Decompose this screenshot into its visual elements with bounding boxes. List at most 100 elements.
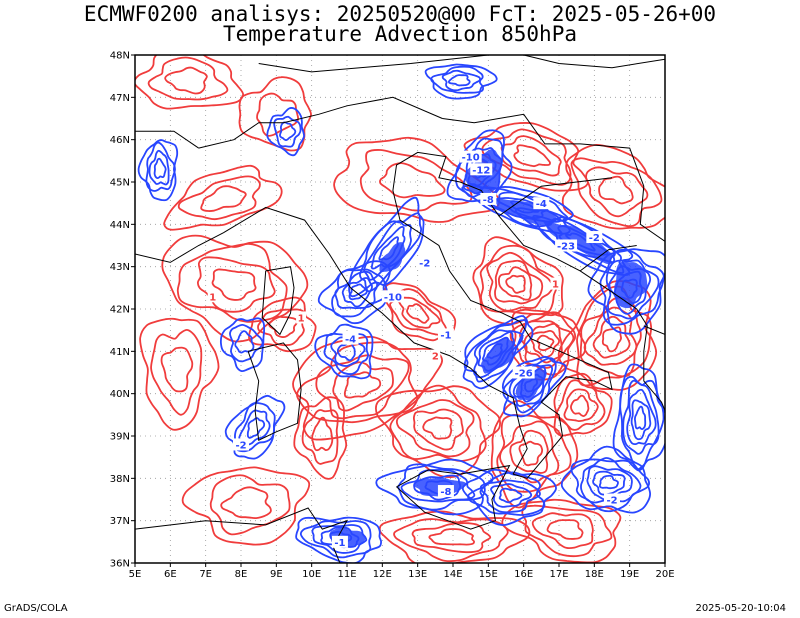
contour-label: -10 [384, 292, 402, 303]
contour-line [177, 175, 261, 221]
coastline [135, 232, 224, 263]
contour-label-bg [459, 150, 482, 163]
contour-line [181, 466, 311, 546]
contour-line [211, 268, 257, 301]
contour-line [633, 405, 647, 431]
contour-line [333, 136, 501, 223]
contour-line [378, 236, 400, 261]
contour-line [626, 388, 657, 446]
contour-label: 1 [209, 292, 216, 303]
contour-line [379, 162, 446, 199]
warm-advection-contours [135, 55, 665, 563]
contour-line [479, 244, 558, 316]
lon-label: 9E [270, 569, 283, 580]
contour-line [422, 416, 453, 440]
contour-line [311, 524, 368, 554]
contour-line [601, 326, 622, 353]
lon-label: 8E [235, 569, 248, 580]
contour-line [531, 512, 594, 550]
chart-title-line-2: Temperature Advection 850hPa [222, 22, 577, 46]
contour-line [336, 341, 356, 362]
lat-label: 37N [110, 516, 130, 527]
contour-line [430, 65, 484, 94]
lat-label: 38N [110, 474, 130, 485]
contour-label-bg [207, 290, 218, 303]
contour-label: -1 [440, 330, 451, 341]
contour-line [498, 487, 523, 504]
contour-line [523, 322, 563, 364]
contour-line [359, 149, 473, 212]
contour-line [518, 440, 544, 467]
contour-line [502, 357, 557, 414]
contour-line [556, 379, 606, 431]
contour-line [137, 139, 179, 202]
contour-line [447, 74, 471, 87]
contour-label-bg [437, 485, 454, 498]
footer-timestamp: 2025-05-20-10:04 [695, 603, 786, 614]
contour-line [296, 341, 419, 424]
contour-label-bg [233, 438, 249, 451]
lat-label: 39N [110, 432, 130, 443]
lon-label: 10E [302, 569, 321, 580]
lat-label: 42N [110, 305, 130, 316]
contour-line [400, 468, 476, 503]
contour-line [630, 399, 652, 441]
lat-label: 43N [110, 262, 130, 273]
contour-label: -8 [483, 195, 494, 206]
contour-line [481, 128, 572, 186]
contour-line [412, 408, 464, 451]
contour-label: -2 [606, 496, 617, 507]
contour-line [619, 375, 665, 472]
contour-label-bg [604, 493, 620, 506]
coastline [643, 325, 665, 335]
contour-line [486, 251, 554, 312]
contour-line [295, 516, 383, 563]
contour-line [311, 416, 334, 452]
coastline [392, 151, 665, 479]
contour-line [139, 317, 220, 431]
footer-credit: GrADS/COLA [4, 603, 68, 614]
contour-line [613, 270, 643, 305]
contour-line [514, 207, 634, 277]
contour-line [462, 315, 534, 390]
contour-label-bg [331, 535, 348, 548]
contour-line [378, 510, 531, 563]
coastline [396, 464, 511, 530]
contour-line [266, 107, 305, 157]
lat-label: 47N [110, 93, 130, 104]
lon-label: 17E [549, 569, 568, 580]
contour-label: -4 [536, 199, 547, 210]
coastline [579, 245, 637, 272]
contour-line [330, 336, 366, 367]
contour-line [579, 296, 642, 378]
contour-line [467, 471, 546, 516]
contour-line [147, 56, 229, 101]
contour-label-bg [430, 349, 441, 362]
contour-line [424, 63, 498, 100]
contour-line [256, 92, 300, 137]
contour-line [592, 315, 631, 359]
contour-line [477, 331, 515, 372]
contour-line [428, 528, 476, 546]
contour-line [510, 308, 587, 381]
contour-label-bg [416, 256, 433, 269]
contour-line [246, 417, 266, 439]
contour-line [563, 388, 599, 423]
contour-line [234, 401, 276, 453]
contour-line [513, 144, 551, 168]
longitude-tick-labels: 5E 6E 7E 8E 9E 10E 11E 12E 13E 14E 15E 16E 17E 18E 19E… [129, 563, 675, 580]
contour-line [314, 323, 374, 380]
contour-line [341, 277, 373, 308]
contour-label-bg [296, 311, 307, 324]
contour-line [200, 185, 247, 212]
contour-label: -26 [515, 369, 533, 380]
contour-line [323, 332, 369, 375]
coastline [223, 206, 528, 475]
contour-label-bg [437, 328, 454, 341]
contour-line [599, 248, 665, 326]
contour-line [463, 121, 589, 192]
contour-line [479, 479, 541, 514]
contour-label-bg [586, 231, 603, 244]
contour-line [161, 234, 309, 343]
contour-line [359, 212, 423, 293]
